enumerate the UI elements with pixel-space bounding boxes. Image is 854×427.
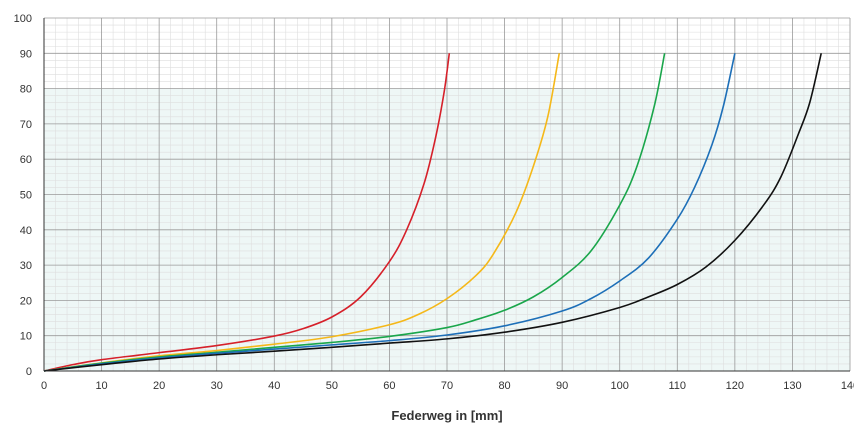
y-tick-label: 40: [20, 225, 32, 237]
y-tick-label: 20: [20, 295, 32, 307]
x-tick-label: 40: [268, 380, 280, 392]
x-tick-label: 60: [383, 380, 395, 392]
series-line-2: [43, 53, 561, 372]
x-tick-label: 50: [326, 380, 338, 392]
y-tick-label: 70: [20, 119, 32, 131]
series-line-5: [43, 53, 822, 372]
x-tick-label: 110: [669, 380, 687, 392]
y-tick-labels: 0 10 20 30 40 50 60 70 80 90 100: [14, 13, 32, 378]
y-tick-label: 80: [20, 84, 32, 96]
series-line-1: [43, 53, 451, 372]
y-tick-label: 10: [20, 331, 32, 343]
x-tick-label: 90: [556, 380, 568, 392]
y-tick-label: 60: [20, 154, 32, 166]
y-tick-label: 90: [20, 48, 32, 60]
y-tick-label: 50: [20, 190, 32, 202]
series-group: [43, 53, 822, 372]
x-tick-label: 10: [95, 380, 107, 392]
x-tick-label: 140: [841, 380, 854, 392]
x-tick-label: 120: [726, 380, 744, 392]
series-line-4: [43, 53, 736, 372]
series-line-3: [43, 53, 666, 372]
x-tick-label: 130: [783, 380, 801, 392]
x-tick-label: 100: [611, 380, 629, 392]
x-tick-label: 30: [211, 380, 223, 392]
x-tick-label: 70: [441, 380, 453, 392]
x-axis-title: Federweg in [mm]: [391, 408, 502, 423]
major-grid: [43, 17, 851, 372]
x-tick-labels: 0 10 20 30 40 50 60 70 80 90 100 110 120 130 140: [41, 380, 854, 392]
x-tick-label: 80: [498, 380, 510, 392]
y-tick-label: 30: [20, 260, 32, 272]
x-tick-label: 0: [41, 380, 47, 392]
y-tick-label: 0: [26, 366, 32, 378]
y-tick-label: 100: [14, 13, 32, 25]
x-tick-label: 20: [153, 380, 165, 392]
